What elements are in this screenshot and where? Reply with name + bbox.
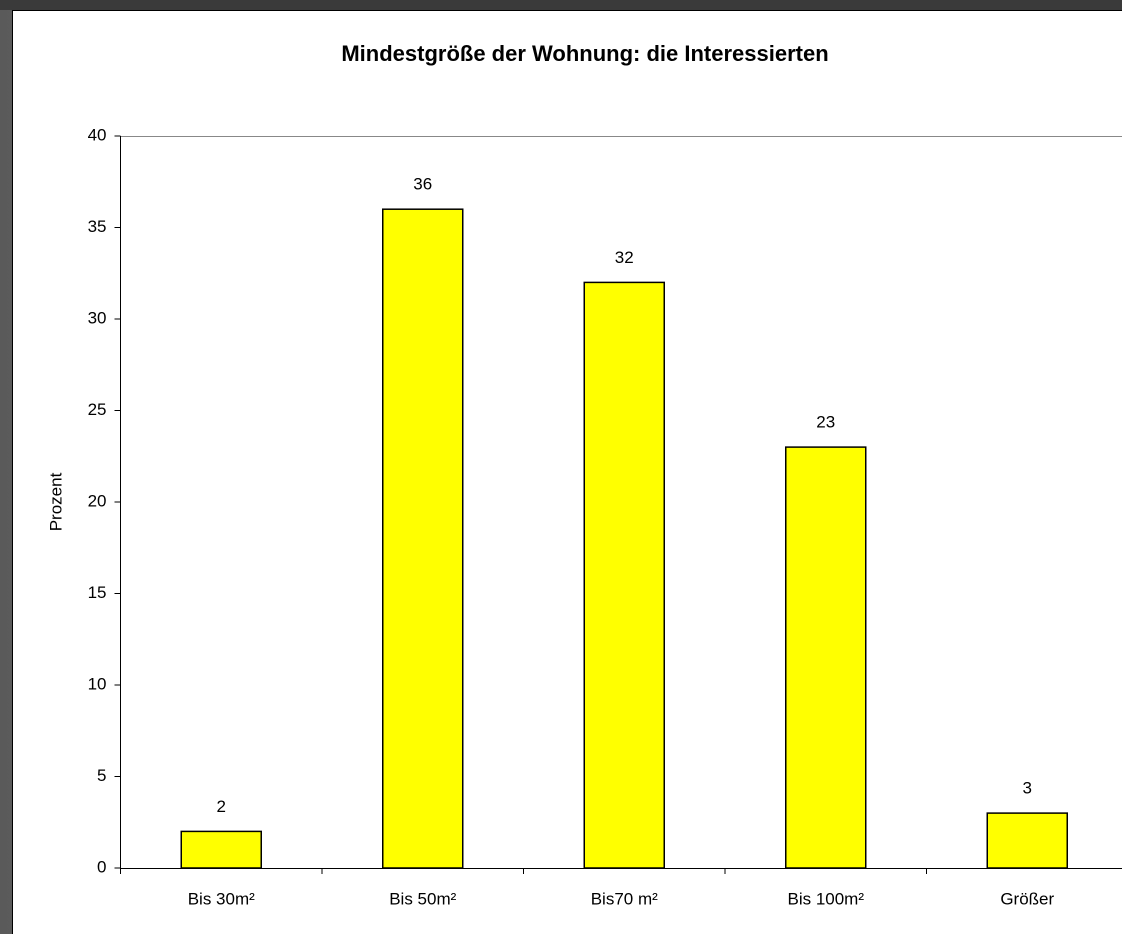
bar <box>785 446 867 869</box>
chart-title: Mindestgröße der Wohnung: die Interessie… <box>341 41 828 66</box>
value-label: 3 <box>1023 779 1032 798</box>
y-tick-label: 10 <box>88 674 107 693</box>
bar <box>382 208 464 869</box>
x-tick-label: Bis 100m² <box>787 889 864 908</box>
y-tick-label: 20 <box>88 491 107 510</box>
y-tick-label: 35 <box>88 217 107 236</box>
x-tick-label: Bis 30m² <box>188 889 255 908</box>
y-tick-label: 25 <box>88 400 107 419</box>
value-label: 32 <box>615 248 634 267</box>
value-label: 23 <box>816 413 835 432</box>
y-axis-label: Prozent <box>46 472 65 531</box>
chart-area <box>12 10 1122 934</box>
x-tick-label: Bis70 m² <box>591 889 658 908</box>
frame-top <box>0 0 1122 10</box>
y-tick-label: 30 <box>88 308 107 327</box>
bar <box>583 281 665 869</box>
bar <box>180 830 262 869</box>
y-tick-label: 15 <box>88 583 107 602</box>
y-tick-label: 0 <box>97 857 106 876</box>
x-tick-label: Bis 50m² <box>389 889 456 908</box>
value-label: 2 <box>217 797 226 816</box>
y-tick-label: 40 <box>88 125 107 144</box>
bar <box>986 812 1068 869</box>
x-tick-label: Größer <box>1000 889 1054 908</box>
y-tick-label: 5 <box>97 766 106 785</box>
value-label: 36 <box>413 175 432 194</box>
